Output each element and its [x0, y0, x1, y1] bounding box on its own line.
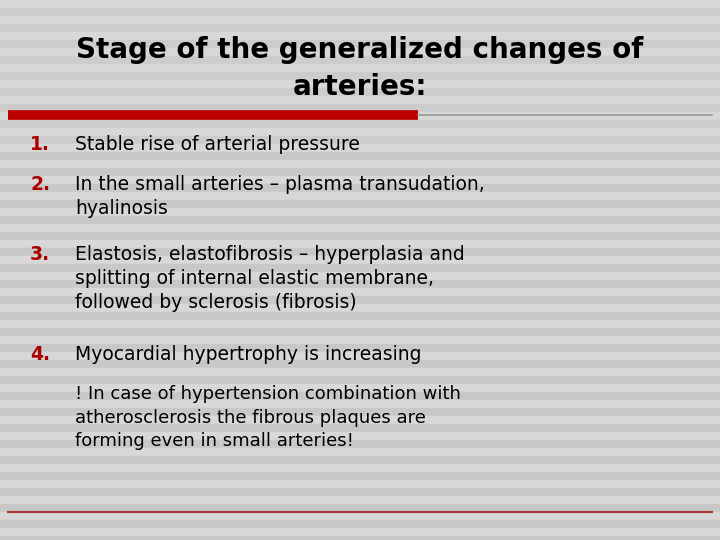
Bar [0, 240, 720, 248]
Bar [0, 136, 720, 144]
Bar [0, 112, 720, 120]
Bar [0, 368, 720, 376]
Text: Myocardial hypertrophy is increasing: Myocardial hypertrophy is increasing [75, 345, 421, 364]
Bar [0, 80, 720, 88]
Bar [0, 528, 720, 536]
Bar [0, 200, 720, 208]
Bar [0, 440, 720, 448]
Bar [0, 96, 720, 104]
Bar [0, 8, 720, 16]
Bar [0, 248, 720, 256]
Bar [0, 520, 720, 528]
Bar [0, 344, 720, 352]
Bar [0, 104, 720, 112]
Bar [0, 328, 720, 336]
Bar [0, 384, 720, 392]
Bar [0, 496, 720, 504]
Bar [0, 304, 720, 312]
Text: Elastosis, elastofibrosis – hyperplasia and
splitting of internal elastic membra: Elastosis, elastofibrosis – hyperplasia … [75, 245, 464, 313]
Bar [0, 272, 720, 280]
Bar [0, 336, 720, 344]
Bar [0, 120, 720, 128]
Bar [0, 152, 720, 160]
Bar [0, 216, 720, 224]
Bar [0, 208, 720, 216]
Bar [0, 264, 720, 272]
Text: In the small arteries – plasma transudation,
hyalinosis: In the small arteries – plasma transudat… [75, 175, 485, 218]
Bar [0, 256, 720, 264]
Bar [0, 400, 720, 408]
Bar [0, 280, 720, 288]
Bar [0, 184, 720, 192]
Bar [0, 488, 720, 496]
Text: 4.: 4. [30, 345, 50, 364]
Bar [0, 56, 720, 64]
Text: 2.: 2. [30, 175, 50, 194]
Bar [0, 0, 720, 8]
Bar [0, 312, 720, 320]
Bar [0, 176, 720, 184]
Bar [0, 376, 720, 384]
Bar [0, 48, 720, 56]
Bar [0, 0, 720, 151]
Bar [0, 448, 720, 456]
Bar [0, 16, 720, 24]
Bar [0, 224, 720, 232]
Bar [0, 232, 720, 240]
Bar [0, 88, 720, 96]
Bar [0, 424, 720, 432]
Bar [0, 72, 720, 80]
Bar [0, 512, 720, 520]
Bar [0, 192, 720, 200]
Text: Stable rise of arterial pressure: Stable rise of arterial pressure [75, 135, 360, 154]
Bar [0, 320, 720, 328]
Bar [0, 40, 720, 48]
Bar [0, 408, 720, 416]
Text: arteries:: arteries: [293, 73, 427, 101]
Bar [0, 160, 720, 168]
Bar [0, 456, 720, 464]
Text: Stage of the generalized changes of: Stage of the generalized changes of [76, 36, 644, 64]
Bar [0, 504, 720, 512]
Bar [0, 288, 720, 296]
Text: 3.: 3. [30, 245, 50, 264]
Bar [0, 392, 720, 400]
Text: ! In case of hypertension combination with
atherosclerosis the fibrous plaques a: ! In case of hypertension combination wi… [75, 385, 461, 450]
Bar [0, 480, 720, 488]
Bar [0, 464, 720, 472]
Bar [0, 24, 720, 32]
Bar [0, 32, 720, 40]
Bar [0, 128, 720, 136]
Bar [0, 168, 720, 176]
Bar [0, 144, 720, 152]
Bar [0, 64, 720, 72]
Bar [0, 352, 720, 360]
Bar [0, 296, 720, 304]
Bar [0, 432, 720, 440]
Bar [0, 472, 720, 480]
Bar [0, 416, 720, 424]
Bar [0, 536, 720, 540]
Bar [0, 360, 720, 368]
Text: 1.: 1. [30, 135, 50, 154]
